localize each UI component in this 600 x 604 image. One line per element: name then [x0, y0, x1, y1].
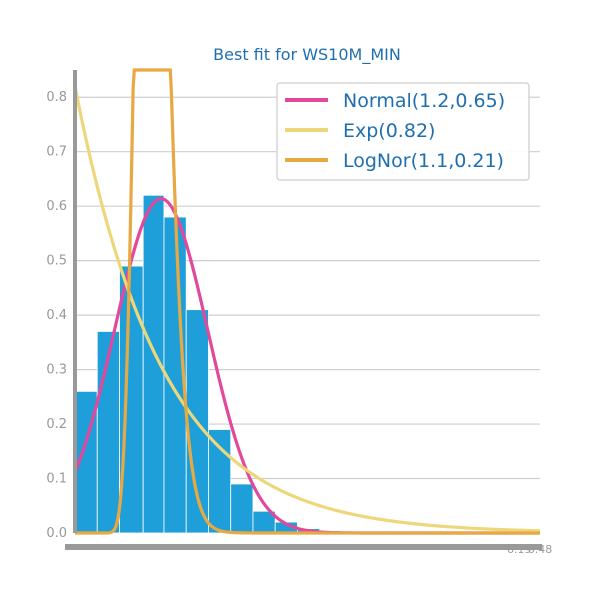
y-tick-label: 0.8 — [46, 90, 67, 105]
legend-label-lognormal: LogNor(1.1,0.21) — [343, 150, 504, 172]
legend-box — [276, 82, 530, 181]
legend-label-exponential: Exp(0.82) — [343, 120, 435, 142]
histogram-bar-7 — [230, 483, 254, 534]
y-tick-label: 0.5 — [46, 254, 67, 269]
y-tick-label: 0.7 — [46, 145, 67, 160]
legend-label-normal: Normal(1.2,0.65) — [343, 90, 505, 112]
y-tick-label: 0.0 — [46, 526, 67, 541]
fit-curve-exponential — [73, 86, 541, 533]
histogram-bar-2 — [119, 265, 144, 534]
fit-curve-lognormal — [75, 68, 540, 535]
y-tick-label: 0.6 — [46, 199, 67, 214]
x-tick-label: 6.48 — [528, 543, 553, 556]
histogram-bar-6 — [208, 429, 232, 534]
y-tick-label: 0.1 — [46, 472, 67, 487]
y-tick-label: 0.4 — [46, 308, 67, 323]
axes — [65, 70, 542, 550]
x-tick-label: 6.19 — [507, 543, 532, 556]
legend: Normal(1.2,0.65) Exp(0.82) LogNor(1.1,0.21… — [276, 82, 530, 181]
chart-title: Best fit for WS10M_MIN — [213, 45, 401, 65]
tick-labels: 0.0 0.1 0.2 0.3 0.4 0.5 0.6 0.7 0.8 6.196.48 — [46, 90, 552, 556]
y-tick-label: 0.2 — [46, 417, 67, 432]
y-tick-label: 0.3 — [46, 363, 67, 378]
fit-curves — [73, 68, 541, 535]
